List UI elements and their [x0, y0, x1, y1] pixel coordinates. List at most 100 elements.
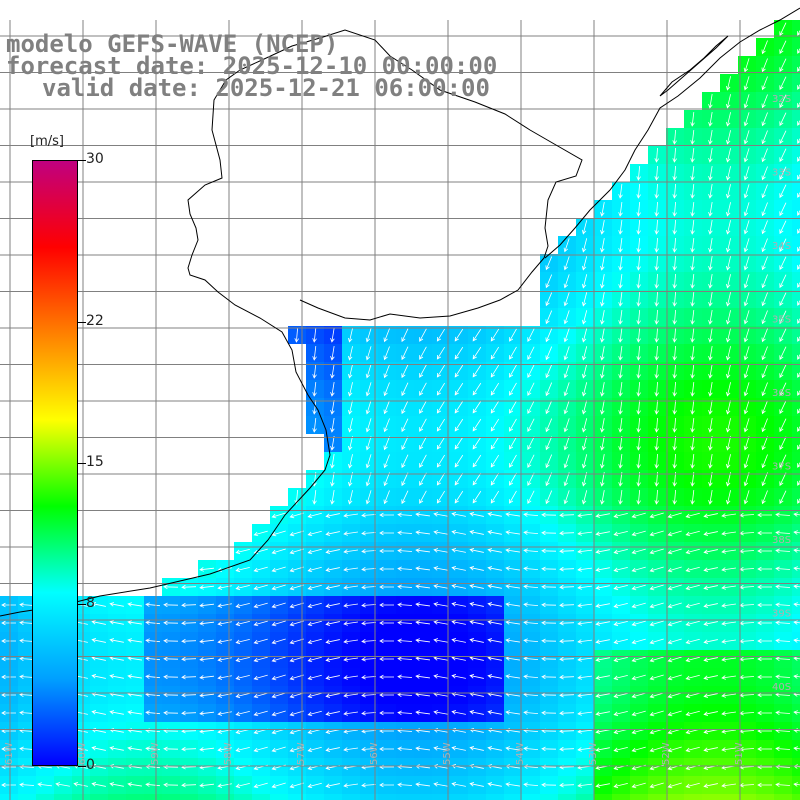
wind-arrow: [433, 584, 448, 589]
wind-arrow: [649, 566, 664, 573]
wind-arrow: [509, 472, 517, 486]
lon-label: 55W: [442, 742, 453, 765]
wind-arrow: [307, 602, 322, 609]
wind-arrow: [595, 729, 610, 734]
wind-arrow: [145, 620, 161, 625]
wind-arrow: [541, 602, 557, 608]
wind-arrow: [505, 548, 520, 553]
wind-arrow: [703, 657, 718, 662]
field-cell: [0, 794, 18, 800]
wind-arrow: [509, 454, 517, 468]
wind-arrow: [775, 746, 791, 751]
wind-arrow: [708, 400, 713, 415]
wind-arrow: [600, 238, 605, 253]
wind-arrow: [725, 400, 731, 415]
wind-arrow: [577, 585, 592, 590]
wind-arrow: [779, 166, 787, 181]
wind-arrow: [469, 782, 484, 787]
wind-arrow: [419, 472, 427, 486]
wind-arrow: [631, 512, 646, 519]
wind-arrow: [559, 584, 575, 590]
wind-arrow: [415, 674, 430, 679]
wind-arrow: [253, 638, 268, 645]
wind-arrow: [490, 382, 500, 396]
field-cell: [792, 74, 800, 92]
field-cell: [792, 308, 800, 326]
wind-arrow: [127, 656, 142, 661]
field-cell: [792, 416, 800, 434]
wind-arrow: [469, 602, 484, 607]
wind-arrow: [545, 256, 553, 271]
wind-arrow: [199, 585, 214, 590]
wind-arrow: [181, 674, 197, 680]
wind-arrow: [690, 328, 695, 343]
wind-arrow: [761, 184, 768, 199]
wind-arrow: [271, 620, 286, 627]
wind-arrow: [433, 746, 448, 751]
lat-label: 40S: [772, 682, 791, 693]
wind-arrow: [631, 566, 646, 573]
wind-arrow: [487, 584, 502, 589]
wind-arrow: [563, 436, 570, 451]
wind-arrow: [654, 453, 659, 469]
wind-arrow: [289, 638, 304, 645]
field-cell: [540, 794, 558, 800]
wind-arrow: [401, 364, 409, 379]
wind-arrow: [595, 639, 610, 644]
wind-arrow: [181, 746, 197, 752]
wind-arrow: [595, 747, 610, 752]
wind-arrow: [649, 584, 664, 591]
wind-arrow: [613, 566, 628, 573]
field-cell: [378, 794, 396, 800]
wind-arrow: [779, 148, 787, 163]
wind-arrow: [253, 656, 268, 663]
wind-arrow: [289, 530, 304, 537]
wind-arrow: [703, 639, 718, 644]
wind-arrow: [527, 472, 535, 487]
wind-arrow: [415, 566, 430, 571]
wind-arrow: [636, 237, 641, 253]
wind-arrow: [618, 184, 623, 199]
wind-arrow: [325, 693, 340, 698]
wind-arrow: [490, 328, 500, 342]
wind-arrow: [672, 327, 677, 343]
wind-arrow: [235, 710, 250, 717]
wind-arrow: [325, 513, 340, 518]
wind-arrow: [613, 656, 628, 663]
wind-arrow: [433, 782, 448, 787]
wind-arrow: [217, 693, 232, 698]
wind-arrow: [490, 418, 500, 432]
wind-arrow: [618, 202, 623, 217]
wind-arrow: [217, 783, 232, 788]
field-cell: [720, 794, 738, 800]
wind-arrow: [690, 346, 695, 361]
wind-arrow: [613, 638, 628, 645]
wind-arrow: [1, 692, 17, 698]
wind-arrow: [469, 548, 484, 553]
wind-arrow: [289, 584, 304, 591]
wind-arrow: [379, 638, 395, 644]
field-cell: [72, 794, 90, 800]
field-cell: [324, 794, 342, 800]
wind-arrow: [654, 201, 659, 217]
wind-arrow: [563, 364, 570, 379]
wind-arrow: [361, 585, 377, 590]
wind-arrow: [289, 602, 304, 609]
wind-arrow: [109, 620, 124, 625]
wind-arrow: [436, 364, 445, 378]
wind-arrow: [469, 674, 484, 679]
wind-arrow: [347, 454, 353, 469]
lat-label: 32S: [772, 94, 791, 105]
wind-arrow: [436, 382, 445, 396]
wind-arrow: [523, 530, 539, 535]
wind-arrow: [690, 310, 695, 325]
wind-arrow: [271, 584, 286, 591]
wind-arrow: [743, 130, 750, 145]
wind-arrow: [19, 620, 35, 626]
wind-arrow: [509, 382, 517, 396]
wind-arrow: [454, 364, 464, 378]
field-cell: [576, 794, 594, 800]
wind-arrow: [743, 310, 750, 325]
wind-arrow: [577, 639, 592, 644]
wind-arrow: [523, 746, 539, 751]
